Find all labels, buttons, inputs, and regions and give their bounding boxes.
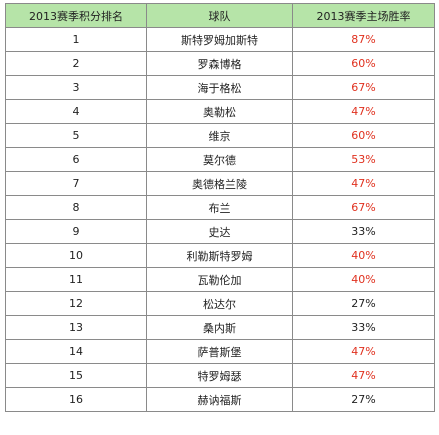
cell-win-rate: 47%	[292, 363, 435, 388]
cell-team: 奥勒松	[146, 99, 293, 124]
table-row: 8 布兰 67%	[5, 195, 435, 220]
cell-rank: 12	[5, 291, 147, 316]
header-win-rate: 2013赛季主场胜率	[292, 3, 435, 28]
cell-team: 布兰	[146, 195, 293, 220]
cell-win-rate: 40%	[292, 243, 435, 268]
cell-rank: 2	[5, 51, 147, 76]
cell-win-rate: 33%	[292, 219, 435, 244]
table-header: 2013赛季积分排名 球队 2013赛季主场胜率	[5, 3, 435, 28]
cell-team: 松达尔	[146, 291, 293, 316]
table-row: 2 罗森博格 60%	[5, 51, 435, 76]
cell-win-rate: 60%	[292, 51, 435, 76]
table-row: 15 特罗姆瑟 47%	[5, 363, 435, 388]
cell-team: 萨普斯堡	[146, 339, 293, 364]
cell-team: 维京	[146, 123, 293, 148]
cell-rank: 14	[5, 339, 147, 364]
cell-rank: 11	[5, 267, 147, 292]
cell-rank: 5	[5, 123, 147, 148]
header-team: 球队	[146, 3, 293, 28]
cell-win-rate: 67%	[292, 75, 435, 100]
cell-rank: 15	[5, 363, 147, 388]
cell-win-rate: 53%	[292, 147, 435, 172]
table-body: 1 斯特罗姆加斯特 87% 2 罗森博格 60% 3 海于格松 67% 4 奥勒松 47% 5 维京 60%…	[5, 27, 435, 412]
cell-win-rate: 67%	[292, 195, 435, 220]
table-row: 6 莫尔德 53%	[5, 147, 435, 172]
home-win-rate-table: 2013赛季积分排名 球队 2013赛季主场胜率 1 斯特罗姆加斯特 87% 2 罗森博…	[5, 3, 435, 412]
cell-win-rate: 47%	[292, 99, 435, 124]
cell-rank: 9	[5, 219, 147, 244]
cell-team: 莫尔德	[146, 147, 293, 172]
cell-win-rate: 87%	[292, 27, 435, 52]
cell-rank: 4	[5, 99, 147, 124]
table-row: 14 萨普斯堡 47%	[5, 339, 435, 364]
table-row: 1 斯特罗姆加斯特 87%	[5, 27, 435, 52]
table-row: 5 维京 60%	[5, 123, 435, 148]
cell-rank: 6	[5, 147, 147, 172]
cell-win-rate: 33%	[292, 315, 435, 340]
cell-team: 海于格松	[146, 75, 293, 100]
table-row: 7 奥德格兰陵 47%	[5, 171, 435, 196]
table-row: 9 史达 33%	[5, 219, 435, 244]
table-row: 13 桑内斯 33%	[5, 315, 435, 340]
table-row: 11 瓦勒伦加 40%	[5, 267, 435, 292]
cell-team: 罗森博格	[146, 51, 293, 76]
header-rank: 2013赛季积分排名	[5, 3, 147, 28]
table-row: 10 利勒斯特罗姆 40%	[5, 243, 435, 268]
cell-team: 特罗姆瑟	[146, 363, 293, 388]
cell-rank: 10	[5, 243, 147, 268]
table-row: 16 赫讷福斯 27%	[5, 387, 435, 412]
cell-rank: 8	[5, 195, 147, 220]
table-row: 3 海于格松 67%	[5, 75, 435, 100]
table-row: 12 松达尔 27%	[5, 291, 435, 316]
table-row: 4 奥勒松 47%	[5, 99, 435, 124]
cell-rank: 1	[5, 27, 147, 52]
cell-team: 利勒斯特罗姆	[146, 243, 293, 268]
cell-team: 史达	[146, 219, 293, 244]
cell-team: 瓦勒伦加	[146, 267, 293, 292]
header-row: 2013赛季积分排名 球队 2013赛季主场胜率	[5, 3, 435, 28]
cell-win-rate: 40%	[292, 267, 435, 292]
cell-win-rate: 60%	[292, 123, 435, 148]
cell-rank: 13	[5, 315, 147, 340]
cell-team: 奥德格兰陵	[146, 171, 293, 196]
cell-win-rate: 47%	[292, 339, 435, 364]
cell-rank: 3	[5, 75, 147, 100]
cell-win-rate: 27%	[292, 291, 435, 316]
cell-team: 斯特罗姆加斯特	[146, 27, 293, 52]
cell-rank: 7	[5, 171, 147, 196]
cell-win-rate: 47%	[292, 171, 435, 196]
cell-team: 桑内斯	[146, 315, 293, 340]
cell-rank: 16	[5, 387, 147, 412]
cell-win-rate: 27%	[292, 387, 435, 412]
cell-team: 赫讷福斯	[146, 387, 293, 412]
